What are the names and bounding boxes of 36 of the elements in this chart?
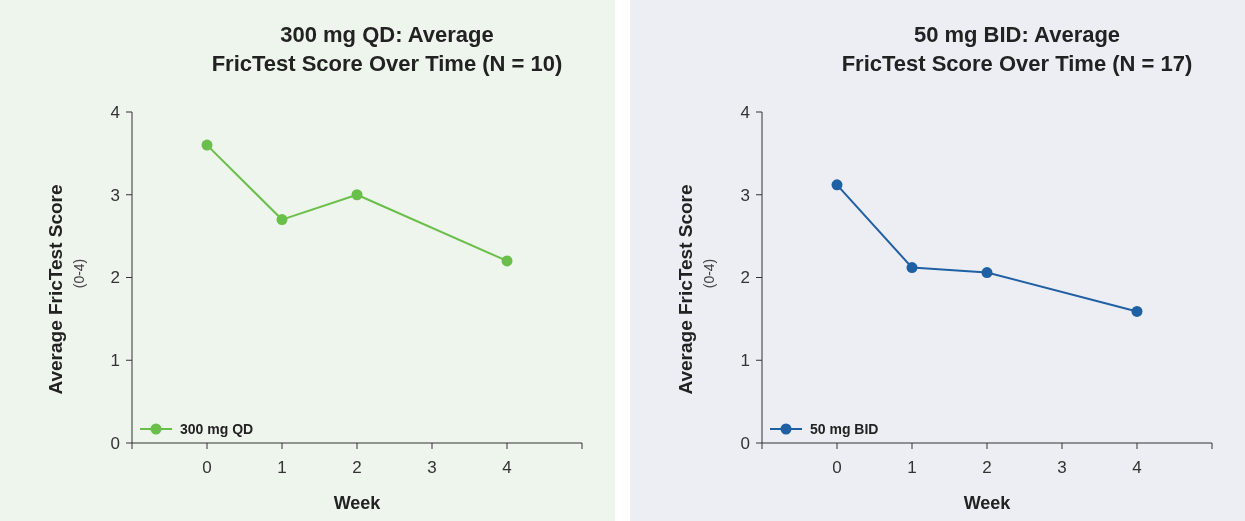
point bbox=[981, 267, 993, 279]
y-tick-label: 4 bbox=[110, 102, 120, 122]
y-axis-title: Average FricTest Score (0-4) bbox=[675, 184, 717, 395]
x-tick-label: 4 bbox=[1132, 458, 1142, 477]
point bbox=[501, 255, 513, 267]
x-tick-label: 0 bbox=[202, 458, 212, 477]
y-tick-label: 2 bbox=[110, 268, 120, 288]
point bbox=[201, 139, 213, 151]
x-tick-label: 2 bbox=[982, 458, 992, 477]
x-tick-label: 1 bbox=[277, 458, 287, 477]
point bbox=[351, 189, 363, 201]
y-tick-label: 4 bbox=[740, 102, 750, 122]
x-axis-title: Week bbox=[333, 493, 382, 513]
legend-label: 300 mg QD bbox=[180, 420, 254, 437]
point bbox=[276, 214, 288, 226]
x-tick-label: 4 bbox=[502, 458, 512, 477]
x-tick-label: 2 bbox=[352, 458, 362, 477]
y-tick-label: 0 bbox=[110, 433, 120, 453]
x-tick-label: 0 bbox=[832, 458, 842, 477]
point bbox=[1131, 305, 1143, 317]
y-tick-label: 1 bbox=[740, 351, 750, 371]
y-tick-label: 1 bbox=[110, 351, 120, 371]
x-axis-title: Week bbox=[963, 493, 1012, 513]
chart-title: 300 mg QD: Average FricTest Score Over Time (N = 10) bbox=[211, 22, 563, 76]
y-tick-label: 0 bbox=[740, 433, 750, 453]
chart-title: 50 mg BID: Average FricTest Score Over Time (N = 17) bbox=[841, 22, 1193, 76]
y-tick-label: 2 bbox=[740, 268, 750, 288]
x-tick-label: 1 bbox=[907, 458, 917, 477]
legend-label: 50 mg BID bbox=[810, 420, 879, 437]
y-axis-title: Average FricTest Score (0-4) bbox=[45, 184, 87, 395]
point bbox=[831, 179, 843, 191]
y-tick-label: 3 bbox=[110, 185, 120, 205]
x-tick-label: 3 bbox=[427, 458, 437, 477]
x-tick-label: 3 bbox=[1057, 458, 1067, 477]
point bbox=[906, 262, 918, 274]
y-tick-label: 3 bbox=[740, 185, 750, 205]
